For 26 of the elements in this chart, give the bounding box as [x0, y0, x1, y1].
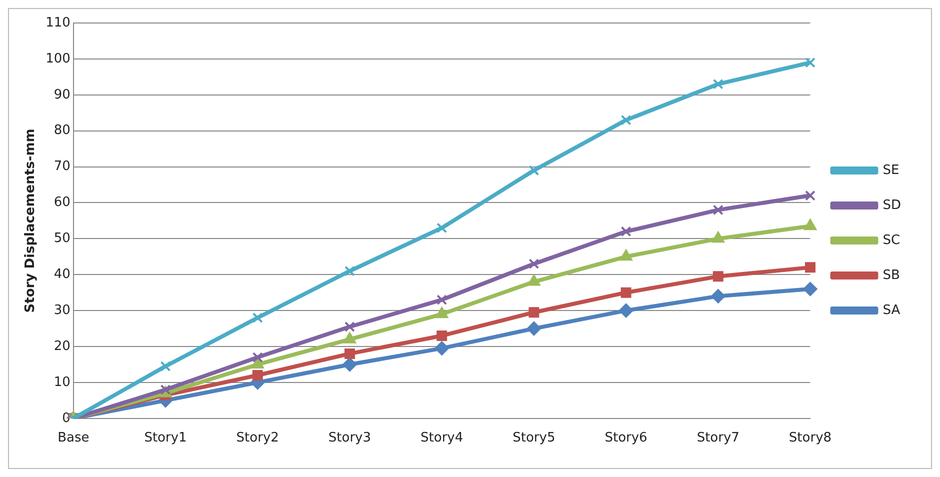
- x-tick-label: Story5: [512, 430, 556, 446]
- y-tick-label: 30: [54, 302, 70, 318]
- x-tick-label: Story6: [604, 430, 648, 446]
- y-tick-label: 60: [54, 195, 70, 210]
- x-tick-label: Base: [58, 430, 90, 446]
- x-tick-label: Story3: [328, 430, 372, 446]
- y-tick-label: 110: [46, 15, 70, 30]
- y-tick-label: 90: [54, 87, 70, 102]
- x-tick-label: Story8: [788, 430, 832, 446]
- legend-label: SB: [882, 268, 900, 283]
- x-tick-label: Story7: [696, 430, 740, 446]
- x-tick-label: Story2: [236, 430, 279, 446]
- y-tick-label: 70: [54, 159, 70, 174]
- y-axis-title: Story Displacements-mm: [23, 128, 38, 313]
- y-tick-label: 20: [54, 338, 70, 354]
- x-tick-label: Story1: [144, 430, 187, 446]
- y-tick-label: 80: [54, 123, 70, 138]
- y-tick-label: 10: [54, 374, 70, 390]
- y-tick-label: 100: [46, 51, 70, 66]
- y-tick-label: 40: [54, 266, 70, 282]
- legend-label: SA: [882, 302, 900, 318]
- legend-label: SC: [882, 232, 900, 248]
- legend-label: SE: [882, 162, 900, 178]
- x-tick-label: Story4: [420, 430, 464, 446]
- y-tick-label: 50: [54, 231, 70, 246]
- legend-label: SD: [882, 198, 902, 213]
